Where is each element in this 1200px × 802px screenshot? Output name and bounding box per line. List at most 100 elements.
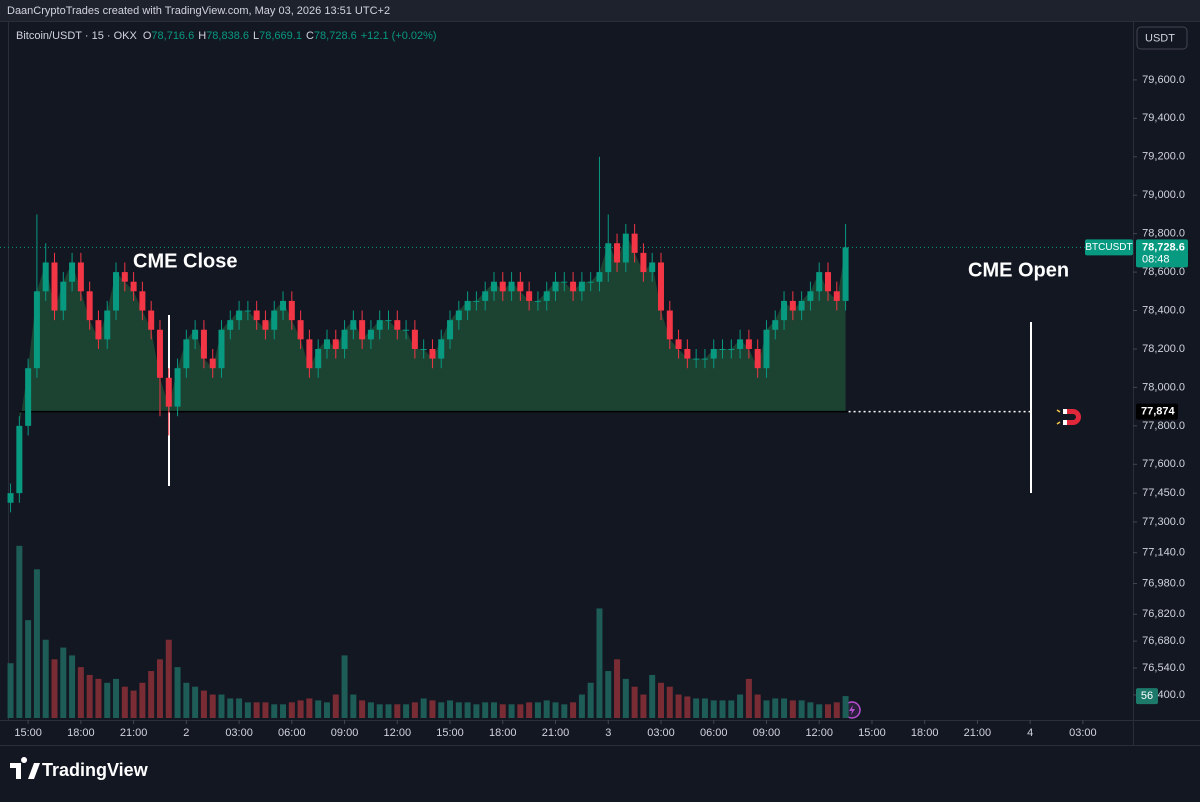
candle-body	[323, 339, 330, 349]
volume-bar	[526, 702, 533, 718]
candle-body	[561, 281, 568, 283]
credit: DaanCryptoTrades created with TradingVie…	[7, 5, 390, 17]
candle-body	[490, 281, 497, 292]
x-tick-label: 06:00	[700, 727, 728, 739]
candle-body	[139, 291, 146, 311]
candle-body	[95, 320, 102, 340]
y-tick-label: 79,000.0	[1142, 189, 1185, 201]
candle-body	[763, 329, 770, 369]
candle-body	[77, 262, 84, 292]
volume-bar	[745, 678, 752, 718]
volume-bar	[376, 704, 383, 718]
volume-bar	[508, 704, 515, 718]
volume-bar	[332, 694, 339, 718]
candle-body	[596, 272, 603, 282]
candle-body	[499, 281, 506, 292]
candle-body	[385, 320, 392, 322]
x-tick-label: 3	[605, 727, 611, 739]
volume-bar	[798, 700, 805, 718]
x-tick-label: 12:00	[805, 727, 833, 739]
volume-bar	[227, 698, 234, 718]
ohlc-key: H	[198, 30, 206, 42]
ohlc-key: L	[253, 30, 259, 42]
candle-body	[236, 310, 243, 321]
candle-body	[657, 262, 664, 311]
candle-body	[447, 320, 454, 340]
volume-bar	[543, 700, 550, 718]
candle-body	[367, 329, 374, 340]
volume-bar	[350, 694, 357, 718]
volume-bar	[842, 696, 849, 718]
candle-body	[209, 358, 216, 369]
volume-bar	[534, 702, 541, 718]
volume-bar	[16, 545, 23, 718]
volume-bar	[306, 698, 313, 718]
volume-bar	[341, 655, 348, 718]
currency-button[interactable]	[1136, 26, 1188, 50]
candle-body	[306, 339, 313, 369]
candle-body	[113, 272, 120, 311]
volume-bar	[288, 702, 295, 718]
volume-bar	[578, 694, 585, 718]
volume-bar	[420, 698, 427, 718]
candle-body	[684, 348, 691, 359]
volume-bar	[130, 690, 137, 718]
brand: TradingView	[42, 760, 149, 780]
y-tick-label: 77,600.0	[1142, 458, 1185, 470]
x-tick-label: 03:00	[225, 727, 253, 739]
volume-bar	[552, 702, 559, 718]
volume-bar	[640, 694, 647, 718]
candle-body	[271, 310, 278, 330]
candle-body	[86, 291, 93, 321]
volume-bar	[244, 702, 251, 718]
volume-bar	[605, 671, 612, 718]
ohlc-key: C	[306, 30, 314, 42]
volume-bar	[657, 682, 664, 718]
candle-body	[297, 320, 304, 340]
x-tick-label: 15:00	[14, 727, 42, 739]
volume-bar	[148, 671, 155, 718]
volume-bar	[693, 698, 700, 718]
volume-bar	[614, 659, 621, 718]
candle-body	[183, 339, 190, 369]
candle-body	[350, 320, 357, 330]
y-tick-label: 79,200.0	[1142, 151, 1185, 163]
volume-bar	[209, 694, 216, 718]
level-tag-label: 77,874	[1141, 406, 1176, 418]
x-tick-label: 21:00	[120, 727, 148, 739]
ohlc-key: O	[143, 30, 152, 42]
volume-bar	[262, 702, 269, 718]
volume-bar	[833, 702, 840, 718]
volume-bar	[737, 694, 744, 718]
candle-body	[25, 368, 32, 426]
volume-bar	[754, 694, 761, 718]
y-tick-label: 76,680.0	[1142, 635, 1185, 647]
volume-bar	[728, 700, 735, 718]
candle-body	[42, 262, 49, 292]
volume-bar	[490, 702, 497, 718]
volume-bar	[482, 702, 489, 718]
volume-bar	[77, 667, 84, 718]
ohlc-value: 78,716.6	[151, 30, 194, 42]
volume-bar	[165, 639, 172, 718]
y-tick-label: 77,450.0	[1142, 487, 1185, 499]
volume-bar	[824, 704, 831, 718]
volume-bar	[271, 704, 278, 718]
candle-body	[121, 272, 128, 282]
volume-bar	[297, 700, 304, 718]
candle-body	[148, 310, 155, 330]
candle-body	[376, 320, 383, 330]
candle-body	[7, 493, 14, 503]
volume-bar	[473, 704, 480, 718]
candle-body	[253, 310, 260, 321]
candle-body	[420, 348, 427, 350]
volume-bar	[781, 698, 788, 718]
y-tick-label: 78,400.0	[1142, 304, 1185, 316]
candle-body	[464, 300, 471, 311]
annotation: CME Open	[968, 259, 1069, 281]
candle-body	[587, 281, 594, 283]
candle-body	[192, 329, 199, 340]
ohlc-value: 78,669.1	[259, 30, 302, 42]
x-tick-label: 03:00	[1069, 727, 1097, 739]
volume-tag-label: 56	[1141, 690, 1153, 702]
